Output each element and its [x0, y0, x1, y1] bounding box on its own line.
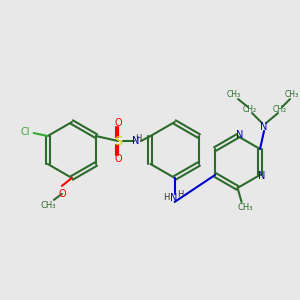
Text: N: N [132, 136, 140, 146]
Text: N: N [170, 193, 177, 203]
Text: S: S [114, 134, 122, 148]
Text: CH₂: CH₂ [273, 105, 287, 114]
Text: O: O [58, 189, 66, 199]
Text: CH₃: CH₃ [227, 90, 241, 99]
Text: H: H [178, 190, 184, 200]
Text: H: H [135, 134, 141, 142]
Text: N: N [236, 130, 243, 140]
Text: CH₃: CH₃ [285, 90, 299, 99]
Text: CH₂: CH₂ [243, 105, 257, 114]
Text: Cl: Cl [21, 127, 31, 137]
Text: N: N [260, 122, 268, 132]
Text: O: O [114, 154, 122, 164]
Text: CH₃: CH₃ [40, 201, 56, 210]
Text: H: H [164, 194, 170, 202]
Text: CH₃: CH₃ [238, 203, 253, 212]
Text: O: O [114, 118, 122, 128]
Text: N: N [258, 171, 266, 181]
